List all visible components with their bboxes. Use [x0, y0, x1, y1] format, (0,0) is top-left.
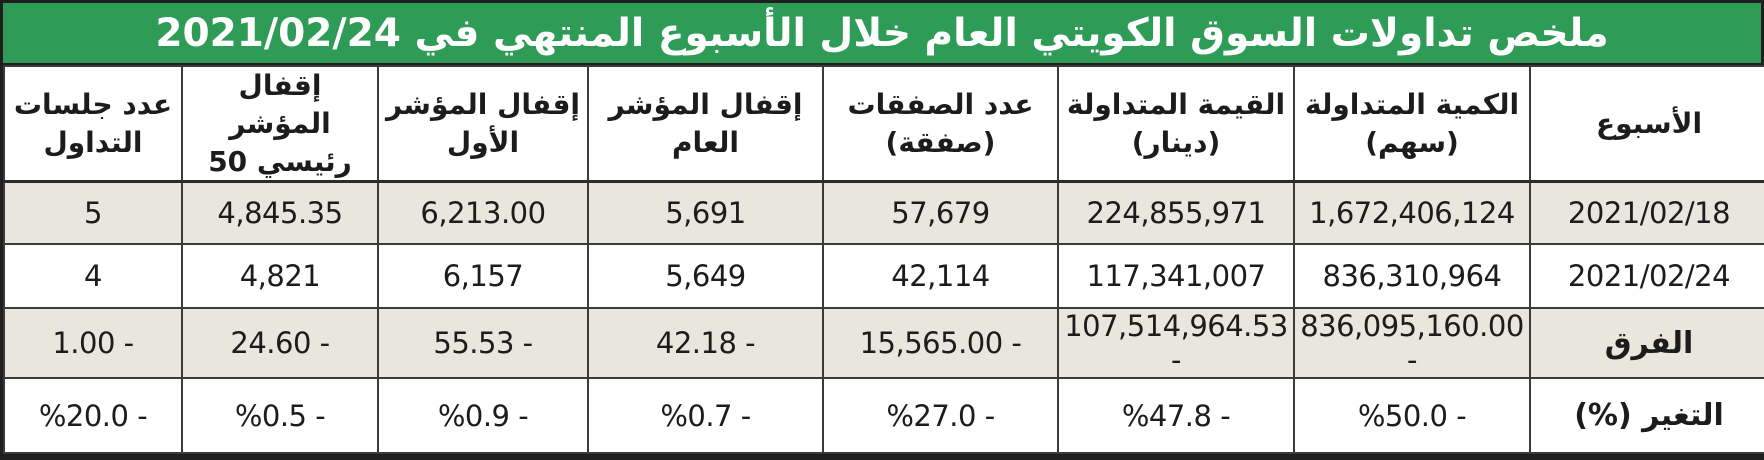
- cell-difference-qty: 836,095,160.00 -: [1293, 307, 1531, 380]
- header-cell-week: الأسبوع: [1529, 65, 1764, 184]
- cell-week2-sessions: 4: [3, 243, 183, 310]
- cell-week2-value: 117,341,007: [1057, 243, 1295, 310]
- header-main50-label: إقفال المؤشر: [229, 69, 331, 140]
- cell-difference-general: 42.18 -: [587, 307, 824, 380]
- header-premier-sub: الأول: [446, 125, 520, 159]
- table-row-week2: 2021/02/24 836,310,964 117,341,007 42,11…: [3, 243, 1764, 310]
- cell-week2-date: 2021/02/24: [1529, 243, 1764, 310]
- cell-difference-value: 107,514,964.53 -: [1057, 307, 1295, 380]
- header-cell-main50-index-close: إقفال المؤشر رئيسي 50: [181, 65, 379, 184]
- cell-week1-sessions: 5: [3, 180, 183, 246]
- header-general-label: إقفال المؤشر: [608, 87, 803, 121]
- cell-week2-general: 5,649: [587, 243, 824, 310]
- table-row-week1: 2021/02/18 1,672,406,124 224,855,971 57,…: [3, 180, 1764, 246]
- cell-week2-main50: 4,821: [181, 243, 379, 310]
- header-deals-unit: (صفقة): [885, 125, 996, 159]
- table-row-change-percent: التغير (%) %50.0 - %47.8 - %27.0 - %0.7 …: [3, 377, 1764, 454]
- cell-week1-qty: 1,672,406,124: [1293, 180, 1531, 246]
- header-value-unit: (دينار): [1131, 125, 1221, 159]
- cell-change-deals: %27.0 -: [822, 377, 1059, 454]
- header-qty-unit: (سهم): [1365, 125, 1459, 159]
- header-sessions-label: عدد جلسات: [13, 87, 173, 121]
- cell-week2-premier: 6,157: [377, 243, 589, 310]
- cell-difference-label: الفرق: [1529, 307, 1764, 380]
- header-cell-deals-count: عدد الصفقات (صفقة): [822, 65, 1059, 184]
- cell-difference-main50: 24.60 -: [181, 307, 379, 380]
- header-row: الأسبوع الكمية المتداولة (سهم) القيمة ال…: [3, 65, 1764, 184]
- cell-difference-sessions: 1.00 -: [3, 307, 183, 380]
- header-deals-label: عدد الصفقات: [847, 87, 1034, 121]
- cell-difference-deals: 15,565.00 -: [822, 307, 1059, 380]
- cell-week2-deals: 42,114: [822, 243, 1059, 310]
- header-qty-label: الكمية المتداولة: [1304, 87, 1520, 121]
- cell-week1-deals: 57,679: [822, 180, 1059, 246]
- header-cell-traded-quantity: الكمية المتداولة (سهم): [1293, 65, 1531, 184]
- table-title: ملخص تداولات السوق الكويتي العام خلال ال…: [155, 10, 1609, 56]
- cell-week1-general: 5,691: [587, 180, 824, 246]
- cell-change-general: %0.7 -: [587, 377, 824, 454]
- header-week-label: الأسبوع: [1595, 106, 1703, 140]
- cell-difference-premier: 55.53 -: [377, 307, 589, 380]
- header-general-sub: العام: [672, 125, 739, 159]
- header-sessions-sub: التداول: [43, 125, 143, 159]
- cell-change-label: التغير (%): [1529, 377, 1764, 454]
- cell-week1-value: 224,855,971: [1057, 180, 1295, 246]
- header-cell-premier-index-close: إقفال المؤشر الأول: [377, 65, 589, 184]
- cell-change-main50: %0.5 -: [181, 377, 379, 454]
- weekly-trading-summary-table: الأسبوع الكمية المتداولة (سهم) القيمة ال…: [3, 65, 1764, 454]
- cell-change-value: %47.8 -: [1057, 377, 1295, 454]
- cell-week1-date: 2021/02/18: [1529, 180, 1764, 246]
- cell-change-qty: %50.0 -: [1293, 377, 1531, 454]
- cell-week1-main50: 4,845.35: [181, 180, 379, 246]
- cell-change-premier: %0.9 -: [377, 377, 589, 454]
- header-cell-general-index-close: إقفال المؤشر العام: [587, 65, 824, 184]
- cell-week1-premier: 6,213.00: [377, 180, 589, 246]
- cell-change-sessions: %20.0 -: [3, 377, 183, 454]
- header-main50-sub: رئيسي 50: [208, 144, 352, 178]
- cell-week2-qty: 836,310,964: [1293, 243, 1531, 310]
- header-cell-traded-value: القيمة المتداولة (دينار): [1057, 65, 1295, 184]
- header-value-label: القيمة المتداولة: [1066, 87, 1286, 121]
- table-title-banner: ملخص تداولات السوق الكويتي العام خلال ال…: [3, 3, 1761, 65]
- header-cell-trading-sessions: عدد جلسات التداول: [3, 65, 183, 184]
- table-row-difference: الفرق 836,095,160.00 - 107,514,964.53 - …: [3, 307, 1764, 380]
- header-premier-label: إقفال المؤشر: [385, 87, 581, 121]
